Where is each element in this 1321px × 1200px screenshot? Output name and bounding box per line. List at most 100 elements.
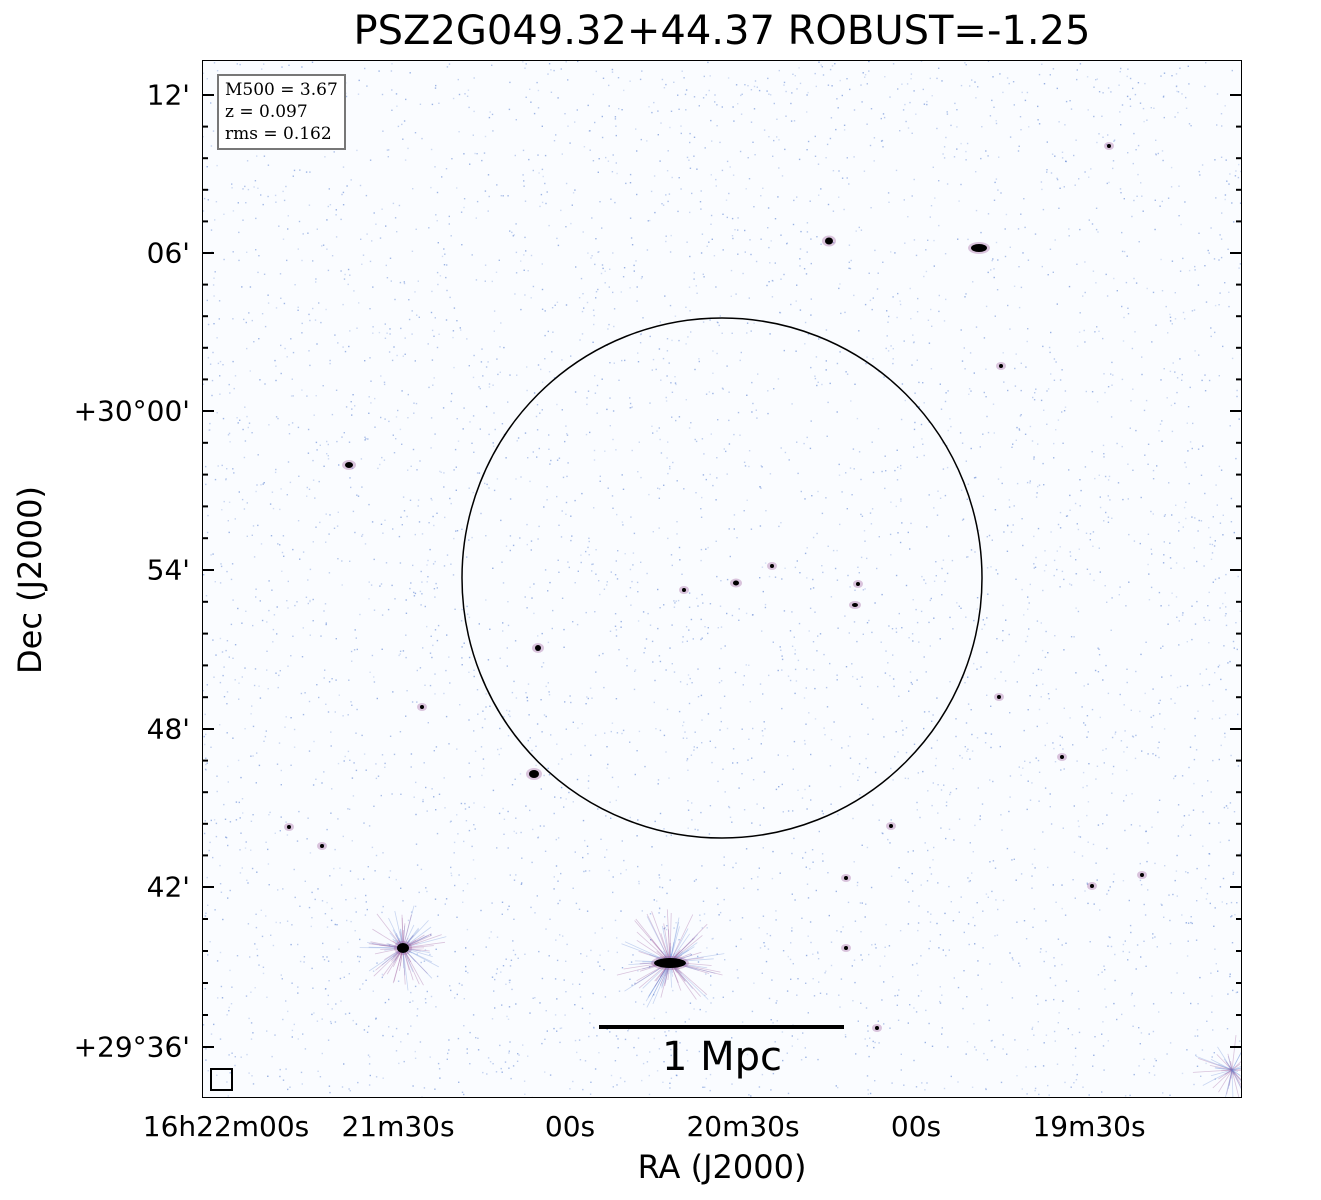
noise-speck — [290, 943, 292, 946]
noise-speck — [1092, 531, 1095, 533]
noise-speck — [419, 667, 422, 669]
noise-speck — [799, 572, 801, 574]
noise-speck — [520, 476, 522, 478]
noise-speck — [396, 231, 398, 233]
noise-speck — [220, 565, 223, 568]
noise-speck — [514, 953, 517, 956]
noise-speck — [675, 1074, 678, 1076]
noise-speck — [216, 1074, 218, 1076]
noise-speck — [935, 575, 937, 577]
noise-speck — [567, 79, 569, 81]
noise-speck — [255, 926, 258, 929]
noise-speck — [553, 1027, 555, 1030]
noise-speck — [890, 875, 893, 877]
noise-speck — [724, 645, 726, 647]
noise-speck — [1038, 708, 1041, 711]
noise-speck — [505, 457, 507, 459]
noise-speck — [812, 953, 814, 955]
noise-speck — [825, 329, 828, 331]
noise-speck — [669, 126, 671, 129]
noise-speck — [710, 119, 712, 122]
noise-speck — [1214, 578, 1217, 581]
noise-speck — [1093, 579, 1095, 582]
noise-speck — [353, 290, 355, 292]
noise-speck — [324, 603, 327, 605]
noise-speck — [416, 953, 418, 955]
noise-speck — [1050, 531, 1052, 533]
noise-speck — [1037, 105, 1039, 108]
noise-speck — [1216, 504, 1218, 506]
noise-speck — [1002, 639, 1004, 642]
noise-speck — [807, 1012, 809, 1014]
noise-speck — [387, 608, 390, 611]
noise-speck — [841, 94, 843, 97]
noise-speck — [402, 138, 404, 140]
noise-speck — [983, 623, 986, 626]
noise-speck — [255, 782, 257, 784]
noise-speck — [1101, 115, 1103, 117]
noise-speck — [443, 486, 445, 488]
noise-speck — [1078, 1008, 1080, 1010]
noise-speck — [1052, 742, 1054, 744]
noise-speck — [411, 701, 414, 703]
noise-speck — [1239, 263, 1242, 265]
noise-speck — [349, 560, 351, 562]
noise-speck — [778, 167, 780, 169]
noise-speck — [342, 204, 345, 206]
noise-speck — [325, 988, 327, 990]
noise-speck — [1006, 550, 1009, 552]
noise-speck — [936, 697, 938, 699]
noise-speck — [243, 456, 246, 459]
noise-speck — [548, 434, 550, 436]
noise-speck — [277, 889, 279, 891]
noise-speck — [482, 375, 484, 377]
noise-speck — [814, 375, 816, 377]
noise-speck — [258, 338, 260, 340]
noise-speck — [312, 459, 314, 462]
noise-speck — [1095, 282, 1097, 284]
noise-speck — [1207, 249, 1209, 252]
noise-speck — [581, 1007, 584, 1010]
noise-speck — [1088, 176, 1090, 178]
noise-speck — [1105, 664, 1107, 667]
noise-speck — [1094, 669, 1097, 672]
noise-speck — [493, 310, 496, 312]
noise-speck — [774, 1041, 776, 1043]
noise-speck — [757, 888, 759, 891]
noise-speck — [1063, 768, 1065, 770]
noise-speck — [584, 1060, 587, 1062]
noise-speck — [1111, 517, 1113, 519]
noise-speck — [961, 360, 964, 362]
noise-speck — [983, 1052, 985, 1055]
noise-speck — [1214, 948, 1216, 950]
noise-speck — [630, 237, 633, 239]
noise-speck — [303, 961, 305, 963]
noise-speck — [594, 121, 596, 124]
noise-speck — [813, 669, 815, 671]
noise-speck — [1133, 199, 1135, 202]
noise-speck — [1233, 221, 1235, 223]
noise-speck — [741, 728, 743, 730]
noise-speck — [849, 88, 851, 91]
noise-speck — [825, 360, 827, 362]
noise-speck — [1136, 944, 1139, 946]
noise-speck — [560, 872, 562, 875]
noise-speck — [1152, 469, 1155, 472]
noise-speck — [572, 887, 574, 889]
noise-speck — [1079, 505, 1081, 507]
noise-speck — [1178, 644, 1180, 646]
noise-speck — [1107, 479, 1110, 481]
noise-speck — [900, 1053, 902, 1055]
noise-speck — [936, 514, 939, 516]
noise-speck — [1188, 482, 1190, 485]
noise-speck — [772, 155, 774, 157]
noise-speck — [1023, 920, 1026, 922]
noise-speck — [309, 852, 312, 854]
noise-speck — [1040, 181, 1043, 183]
noise-speck — [523, 254, 525, 256]
noise-speck — [1121, 445, 1123, 448]
noise-speck — [1217, 970, 1219, 972]
noise-speck — [1211, 1011, 1213, 1013]
noise-speck — [219, 375, 221, 377]
noise-speck — [925, 671, 927, 673]
